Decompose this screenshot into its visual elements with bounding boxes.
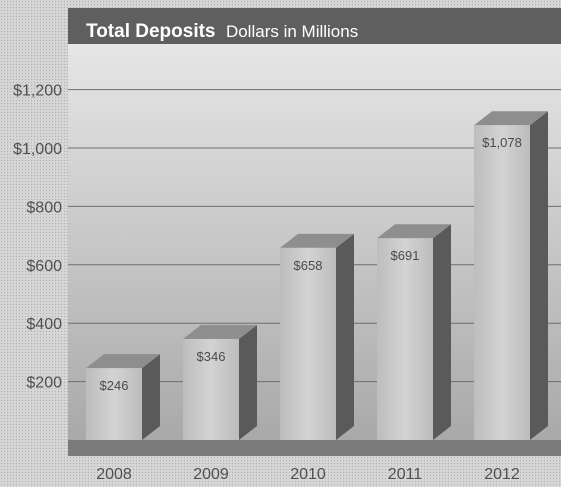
bar-front: [86, 368, 142, 440]
bar-value-label: $658: [294, 258, 323, 273]
bar-front: [183, 338, 239, 440]
bar-side: [336, 233, 354, 440]
bar-2010: $658: [280, 233, 354, 440]
bar-side: [433, 224, 451, 440]
bar-front: [377, 238, 433, 440]
x-tick-label: 2011: [388, 466, 423, 483]
bar-2009: $346: [183, 324, 257, 440]
chart-title: Total Deposits: [86, 21, 216, 42]
chart-title-row: Total Deposits Dollars in Millions: [86, 21, 358, 42]
bar-top: [183, 324, 257, 339]
bar-2008: $246: [86, 354, 160, 440]
bar-front: [280, 247, 336, 440]
bar-top: [86, 354, 160, 369]
bar-top: [474, 111, 548, 126]
bar-value-label: $246: [100, 378, 129, 393]
bar-value-label: $346: [197, 349, 226, 364]
bar-value-label: $1,078: [482, 135, 522, 150]
bar-front: [474, 125, 530, 440]
x-tick-label: 2009: [193, 466, 229, 483]
y-axis-labels: $200 $400 $600 $800 $1,000 $1,200: [13, 83, 62, 392]
bar-top: [377, 224, 451, 239]
bar-value-label: $691: [391, 248, 420, 263]
chart-header: [68, 8, 561, 44]
y-tick-label: $600: [26, 258, 62, 275]
bar-2012: $1,078: [474, 111, 548, 440]
bar-side: [239, 324, 257, 440]
chart-floor: [68, 440, 561, 456]
y-tick-label: $1,200: [13, 83, 62, 100]
bar-2011: $691: [377, 224, 451, 440]
x-tick-label: 2008: [96, 466, 132, 483]
y-tick-label: $800: [26, 199, 62, 216]
x-tick-label: 2010: [290, 466, 326, 483]
bars: $246 $346 $658 $691 $1,078: [86, 111, 548, 440]
x-tick-label: 2012: [484, 466, 520, 483]
y-tick-label: $1,000: [13, 141, 62, 158]
y-tick-label: $400: [26, 316, 62, 333]
bar-side: [530, 111, 548, 440]
bar-side: [142, 354, 160, 440]
bar-top: [280, 233, 354, 248]
x-axis-labels: 2008 2009 2010 2011 2012: [96, 466, 520, 483]
chart-subtitle: Dollars in Millions: [226, 22, 358, 41]
y-tick-label: $200: [26, 375, 62, 392]
